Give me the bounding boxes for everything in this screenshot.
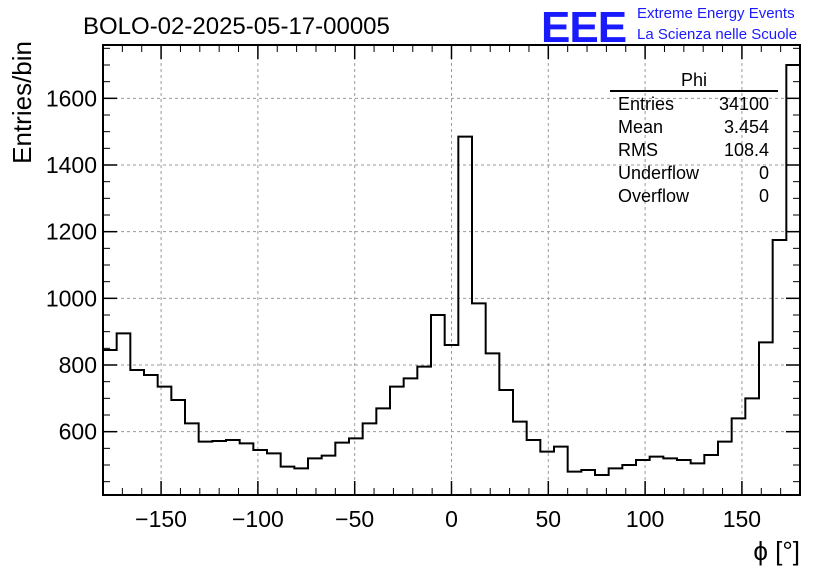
x-tick-label: −150 — [135, 506, 187, 532]
stats-value: 0 — [759, 163, 769, 183]
y-tick-label: 600 — [59, 419, 97, 445]
stats-value: 34100 — [719, 94, 769, 114]
stats-value: 108.4 — [724, 140, 769, 160]
y-axis-label: Entries/bin — [7, 41, 37, 164]
stats-label: Entries — [618, 94, 674, 114]
histogram-line — [102, 64, 801, 495]
stats-label: Mean — [618, 117, 663, 137]
x-tick-label: −50 — [335, 506, 374, 532]
stats-box: Phi Entries 34100 Mean 3.454 RMS 108.4 Underfl… — [610, 70, 778, 206]
x-tick-label: 100 — [626, 506, 664, 532]
chart-title: BOLO-02-2025-05-17-00005 — [83, 13, 390, 40]
y-tick-label: 1400 — [46, 152, 97, 178]
stats-value: 0 — [759, 186, 769, 206]
logo-line-1: Extreme Energy Events — [637, 5, 795, 22]
x-tick-label: 150 — [723, 506, 761, 532]
x-tick-label: 50 — [536, 506, 562, 532]
y-tick-label: 1000 — [46, 285, 97, 311]
stats-value: 3.454 — [724, 117, 769, 137]
stats-label: Underflow — [618, 163, 700, 183]
x-tick-labels: −150 −100 −50 0 50 100 150 — [135, 506, 761, 532]
stats-label: Overflow — [618, 186, 690, 206]
y-tick-label: 800 — [59, 352, 97, 378]
axis-ticks — [103, 45, 800, 495]
y-tick-labels: 600 800 1000 1200 1400 1600 — [46, 85, 97, 444]
x-axis-label: ϕ [°] — [753, 536, 800, 566]
logo-line-2: La Scienza nelle Scuole — [637, 26, 797, 43]
logo-mark: EEE — [541, 3, 626, 52]
y-tick-label: 1600 — [46, 85, 97, 111]
eee-logo: EEE Extreme Energy Events La Scienza nel… — [541, 3, 797, 52]
grid — [103, 45, 800, 495]
stats-title: Phi — [681, 70, 707, 90]
x-tick-label: 0 — [445, 506, 458, 532]
y-tick-label: 1200 — [46, 219, 97, 245]
x-tick-label: −100 — [232, 506, 284, 532]
stats-label: RMS — [618, 140, 658, 160]
